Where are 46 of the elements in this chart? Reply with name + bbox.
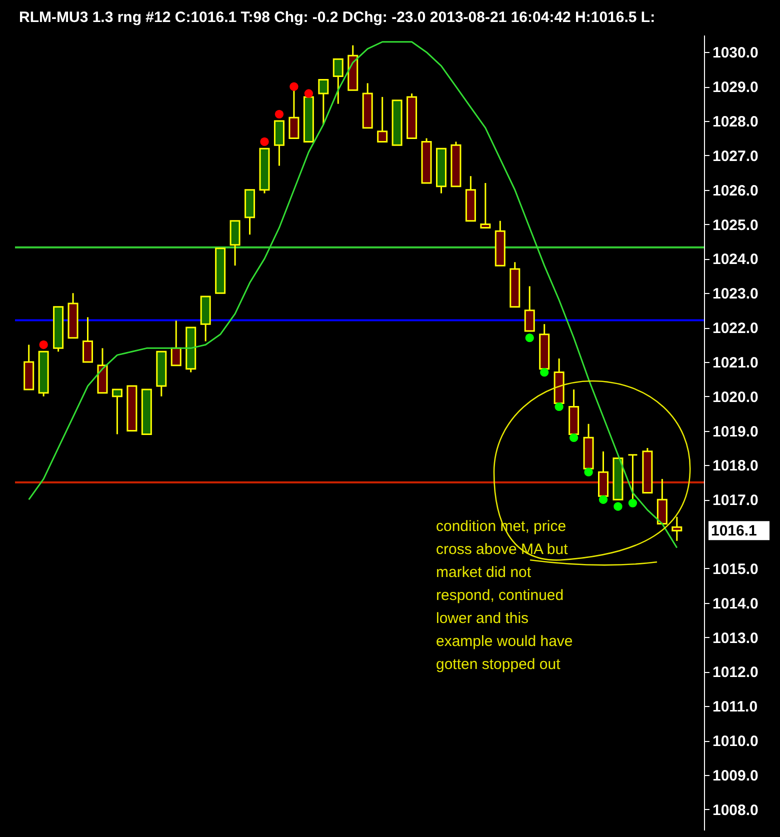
point bbox=[584, 468, 593, 476]
point bbox=[598, 495, 608, 504]
point bbox=[554, 402, 564, 412]
point bbox=[260, 137, 269, 146]
y-tick-label: 1029.0 bbox=[712, 79, 758, 96]
point bbox=[274, 110, 284, 118]
y-tick-label: 1021.0 bbox=[712, 354, 758, 372]
y-tick-label: 1030.0 bbox=[712, 44, 758, 62]
y-tick-label: 1013.0 bbox=[712, 630, 758, 647]
y-tick-label: 1012.0 bbox=[712, 664, 758, 682]
y-tick-label: 1017.0 bbox=[712, 492, 758, 510]
point bbox=[540, 368, 549, 377]
candlestick bbox=[672, 516, 682, 542]
y-tick-label: 1008.0 bbox=[712, 802, 758, 819]
y-tick-label: 1009.0 bbox=[712, 767, 758, 784]
chart-title: RLM-MU3 1.3 rng #12 C:1016.1 T:98 Chg: -0.2 DChg: -23.0 2013-08-21 16:04:42 H:1016.5 L: bbox=[19, 9, 656, 26]
candlestick bbox=[377, 96, 388, 142]
point bbox=[39, 340, 48, 350]
point bbox=[614, 502, 622, 511]
point bbox=[569, 433, 578, 442]
point bbox=[525, 334, 534, 342]
y-tick-label: 1025.0 bbox=[712, 216, 758, 234]
point bbox=[290, 82, 298, 91]
y-tick-label: 1027.0 bbox=[712, 148, 758, 165]
candlestick bbox=[82, 316, 94, 363]
candlestick bbox=[112, 388, 122, 435]
y-tick-label: 1010.0 bbox=[712, 733, 758, 750]
y-tick-label: 1018.0 bbox=[712, 458, 758, 475]
y-tick-label: 1022.0 bbox=[712, 320, 758, 338]
y-tick-label: 1014.0 bbox=[712, 595, 758, 612]
point bbox=[304, 89, 314, 98]
y-tick-label: 1020.0 bbox=[712, 388, 758, 406]
y-tick-label: 1019.0 bbox=[712, 423, 758, 440]
candlestick bbox=[318, 78, 329, 126]
y-tick-label: 1028.0 bbox=[712, 114, 758, 131]
candlestick bbox=[524, 285, 535, 332]
y-tick-label: 1015.0 bbox=[712, 560, 758, 578]
y-tick-label: 1011.0 bbox=[712, 698, 758, 716]
y-tick-label: 1023.0 bbox=[712, 286, 758, 303]
point bbox=[628, 498, 638, 508]
y-tick-label: 1026.0 bbox=[712, 182, 758, 200]
candlestick bbox=[332, 58, 344, 105]
candlestick bbox=[170, 320, 182, 366]
y-tick-label: 1024.0 bbox=[712, 251, 758, 268]
candlestick bbox=[480, 182, 491, 228]
text: 1016.1 bbox=[711, 522, 757, 540]
